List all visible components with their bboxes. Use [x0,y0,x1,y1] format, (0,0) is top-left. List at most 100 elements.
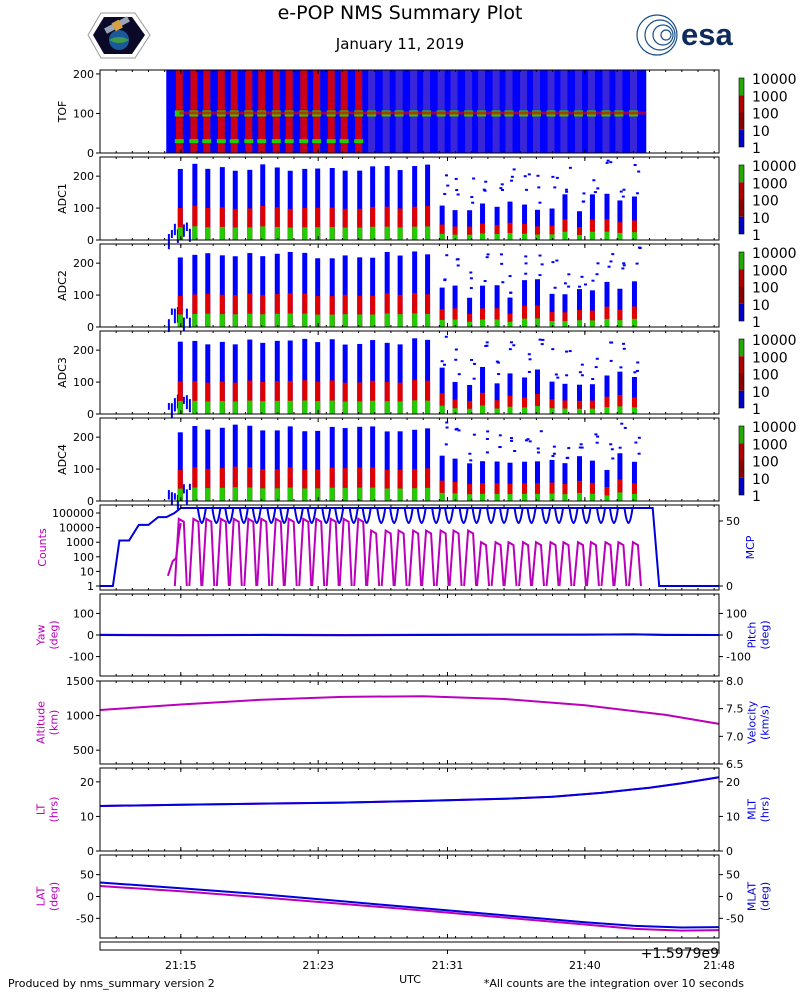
spectrogram-adc2-column-core [232,295,238,327]
spectrogram-adc4-column-peak [260,488,266,501]
spectrogram-tof-mass-band [271,139,281,144]
spectrogram-adc4-column-peak [302,488,308,501]
spectrogram-adc4-column-peak [357,487,363,501]
spectrogram-adc2-column [507,297,513,327]
spectrogram-adc3-column-core [480,392,486,414]
spectrogram-adc3-column-core [452,399,458,414]
latitude-panel-left-label-line: LAT [35,886,48,906]
spectrogram-adc2-column-peak [315,314,321,327]
spectrogram-adc1-column-core [177,208,183,240]
spectrogram-adc1-noise [185,222,188,231]
counts-panel-mcp-dip [526,507,537,524]
spectrogram-adc3-speckle [565,350,569,353]
spectrogram-adc3-speckle [568,350,572,353]
spectrogram-adc2-speckle [485,256,489,259]
altitude-panel-ytick-label: 1000 [66,710,94,723]
spectrogram-adc3-column-peak [452,408,458,414]
counts-panel-mcp-dip [416,507,427,524]
spectrogram-adc4-column [425,428,431,501]
spectrogram-adc2-speckle [609,260,613,263]
altitude-panel-left-label: Altitude (km) [35,701,61,744]
spectrogram-adc2-column-core [412,293,418,327]
time-axis-label: UTC [399,973,421,986]
spectrogram-adc1-column-core [617,222,623,240]
counts-panel-mcp-dip [554,507,564,524]
spectrogram-adc2-frame [99,243,720,328]
spectrogram-adc2-column-core [302,293,308,327]
spectrogram-adc1-column-peak [302,227,308,240]
spectrogram-adc1-column [315,168,321,240]
spectrogram-adc3-column-core [357,382,363,414]
spectrogram-adc1-column [522,204,528,240]
spectrogram-adc1-noise [188,228,191,242]
spectrogram-adc4-column [412,429,418,501]
spectrogram-adc1-column-core [247,208,253,240]
spectrogram-adc4-speckle [594,433,598,436]
counts-panel-counts-spike [558,540,573,587]
spectrogram-adc4-speckle [552,452,556,455]
spectrogram-adc2-noise [182,317,185,331]
spectrogram-adc2-speckle [499,253,503,256]
spectrogram-adc3-colorbar-label: 10 [752,385,770,401]
spectrogram-adc4-column-core [534,483,540,501]
spectrogram-adc4-column-core [562,483,568,501]
spectrogram-adc4-frame [99,417,720,502]
spectrogram-adc2-column-core [562,312,568,327]
spectrogram-adc3-column [562,383,568,414]
spectrogram-adc2-speckle [456,264,460,267]
counts-panel-counts-spike [421,528,436,587]
spectrogram-adc2-column-peak [260,314,266,327]
spectrogram-adc4-column [631,461,637,501]
attitude-panel-ytick-label: 100 [726,607,747,620]
spectrogram-adc2-column [274,253,280,327]
spectrogram-adc4-speckle [637,436,641,439]
spectrogram-adc2-ytick-label: 100 [73,289,94,302]
spectrogram-adc3-speckle [454,358,458,361]
spectrogram-adc4-column [370,426,376,501]
spectrogram-adc2-column-peak [494,319,500,327]
spectrogram-adc4-column-core [522,483,528,501]
spectrogram-adc3-column-core [287,380,293,414]
spectrogram-adc1-column-core [397,208,403,240]
spectrogram-tof-mass-band [257,139,267,144]
spectrogram-adc2-column [302,252,308,327]
spectrogram-adc4-speckle [637,452,641,455]
spectrogram-adc1-colorbar-segment [739,182,744,200]
spectrogram-tof-colorbar-label: 100 [752,107,779,123]
spectrogram-adc2-column-peak [232,314,238,327]
spectrogram-adc1-column [494,206,500,240]
counts-panel-mcp-dip [224,507,235,524]
spectrogram-adc2-column-peak [562,321,568,327]
spectrogram-adc2-column-peak [480,319,486,327]
spectrogram-adc4-speckle [620,422,624,425]
spectrogram-adc4-speckle [445,421,449,424]
spectrogram-adc2-speckle [621,267,625,270]
counts-panel-counts-spike [613,540,628,587]
spectrogram-adc2-noise [173,308,176,324]
spectrogram-adc4-speckle [444,443,448,446]
spectrogram-adc3-column-core [425,380,431,414]
spectrogram-adc1-speckle [499,187,503,190]
spectrogram-adc3-column [315,342,321,414]
counts-panel-ytick-label: 50 [726,515,740,528]
spectrogram-adc2-noise [185,308,188,319]
spectrogram-adc2-column [631,281,637,327]
counts-panel-ytick-label: 0 [726,580,733,593]
spectrogram-adc3-speckle [444,335,448,338]
spectrogram-adc4-column-peak [384,488,390,501]
spectrogram-adc4-column-peak [177,488,183,501]
altitude-panel-altitude-line [99,695,720,725]
spectrogram-adc2-noise [188,317,191,328]
counts-panel-counts-spike [600,540,615,587]
plot-date: January 11, 2019 [335,35,465,53]
counts-panel-counts-spike [518,540,533,587]
spectrogram-adc3-colorbar-frame [738,338,745,409]
spectrogram-adc1-column [452,210,458,240]
spectrogram-adc3-noise [185,395,188,410]
spectrogram-adc2-column-core [205,293,211,327]
latitude-panel-left-label-line: (deg) [48,882,61,911]
spectrogram-adc1-speckle [582,200,586,203]
spectrogram-adc4-column-peak [232,487,238,501]
spectrogram-adc1-speckle [564,188,568,191]
spectrogram-adc2-column [205,253,211,327]
